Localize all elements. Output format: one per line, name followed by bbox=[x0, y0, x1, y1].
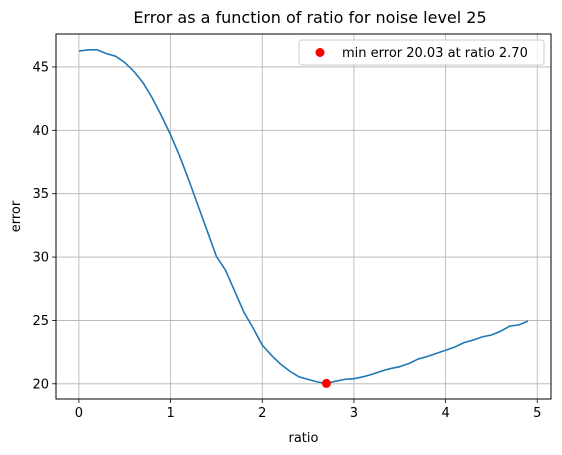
y-tick-label: 20 bbox=[32, 377, 49, 392]
x-axis-label: ratio bbox=[289, 431, 319, 446]
y-tick-label: 25 bbox=[32, 314, 49, 329]
x-tick-label: 5 bbox=[533, 406, 541, 421]
legend: min error 20.03 at ratio 2.70 bbox=[298, 39, 545, 66]
plot-frame bbox=[55, 33, 552, 400]
x-tick-label: 2 bbox=[258, 406, 266, 421]
y-tick-label: 40 bbox=[32, 124, 49, 139]
legend-label: min error 20.03 at ratio 2.70 bbox=[342, 46, 528, 61]
x-tick-label: 0 bbox=[75, 406, 83, 421]
y-tick-label: 45 bbox=[32, 60, 49, 75]
error-series-line bbox=[78, 49, 529, 385]
y-axis-label: error bbox=[9, 200, 24, 232]
x-tick-label: 4 bbox=[441, 406, 449, 421]
x-tick-label: 3 bbox=[350, 406, 358, 421]
legend-marker bbox=[315, 48, 325, 57]
min-error-point bbox=[321, 378, 331, 388]
grid bbox=[56, 34, 551, 399]
plot-area bbox=[78, 49, 529, 388]
chart-title: Error as a function of ratio for noise l… bbox=[133, 8, 486, 27]
x-axis: 0 1 2 3 4 5 bbox=[75, 399, 541, 421]
x-tick-label: 1 bbox=[166, 406, 174, 421]
y-tick-label: 30 bbox=[32, 251, 49, 266]
y-tick-label: 35 bbox=[32, 187, 49, 202]
legend-box bbox=[298, 39, 545, 66]
y-axis: 20 25 30 35 40 45 bbox=[32, 60, 56, 392]
